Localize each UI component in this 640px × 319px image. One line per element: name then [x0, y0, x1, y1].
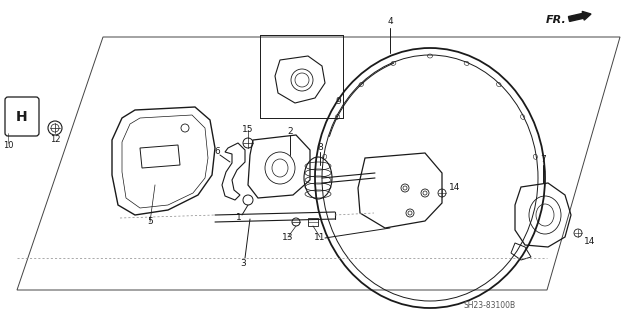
Text: 14: 14 [449, 183, 461, 192]
Text: 9: 9 [335, 98, 341, 107]
FancyArrow shape [568, 11, 591, 21]
Text: 12: 12 [50, 136, 60, 145]
Text: 13: 13 [282, 233, 294, 241]
Text: 8: 8 [317, 144, 323, 152]
Text: 15: 15 [243, 125, 253, 135]
Text: 5: 5 [147, 218, 153, 226]
Text: 10: 10 [3, 142, 13, 151]
Text: 1: 1 [236, 213, 242, 222]
Text: 7: 7 [540, 155, 546, 165]
Text: SH23-83100B: SH23-83100B [464, 300, 516, 309]
Text: FR.: FR. [547, 15, 567, 25]
Text: 11: 11 [314, 233, 326, 241]
Text: 2: 2 [287, 127, 293, 136]
Text: 4: 4 [387, 18, 393, 26]
Text: 3: 3 [240, 258, 246, 268]
Text: 6: 6 [214, 147, 220, 157]
Text: H: H [16, 110, 28, 124]
Text: 14: 14 [584, 236, 596, 246]
